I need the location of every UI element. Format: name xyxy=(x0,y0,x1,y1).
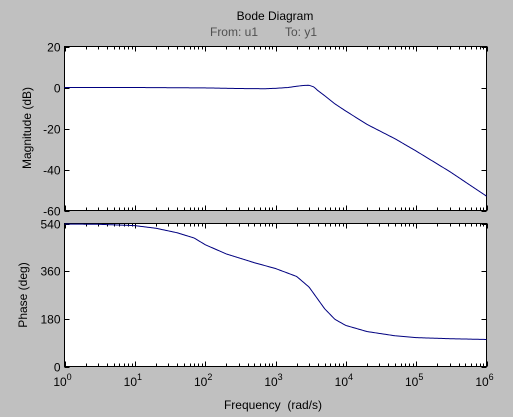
y-tick-label: 360 xyxy=(40,265,60,279)
x-tick-label: 105 xyxy=(405,372,423,389)
magnitude-y-ticks: 20 0 -20 -40 -60 xyxy=(43,41,487,219)
magnitude-series xyxy=(64,84,487,197)
phase-trace xyxy=(64,223,487,340)
phase-y-ticks: 540 360 180 0 xyxy=(40,218,487,375)
y-tick-label: -20 xyxy=(43,123,61,137)
magnitude-axis-label: Magnitude (dB) xyxy=(20,87,34,169)
y-tick-label: 540 xyxy=(40,218,60,232)
y-tick-label: -40 xyxy=(43,164,61,178)
y-tick-label: 180 xyxy=(40,313,60,327)
x-tick-label: 101 xyxy=(124,372,142,389)
magnitude-plot-area xyxy=(64,46,487,211)
x-tick-label: 104 xyxy=(335,372,353,389)
frequency-axis-label: Frequency (rad/s) xyxy=(224,398,322,412)
x-tick-label: 106 xyxy=(475,372,493,389)
magnitude-x-ticks xyxy=(65,46,488,211)
chart-subtitle-from: From: u1 xyxy=(210,25,258,39)
x-tick-label: 103 xyxy=(264,372,282,389)
y-tick-label: 0 xyxy=(54,361,61,375)
x-tick-label: 100 xyxy=(53,372,71,389)
phase-series xyxy=(64,223,487,340)
y-tick-label: 20 xyxy=(47,41,61,55)
y-tick-label: -60 xyxy=(43,205,61,219)
x-tick-label: 102 xyxy=(194,372,212,389)
magnitude-trace xyxy=(64,84,487,197)
phase-x-ticks xyxy=(65,223,488,367)
y-tick-label: 0 xyxy=(54,82,61,96)
phase-plot-area xyxy=(64,223,487,367)
phase-axis-label: Phase (deg) xyxy=(16,262,30,327)
chart-title: Bode Diagram xyxy=(237,9,314,23)
frequency-tick-labels: 100 101 102 103 104 105 106 xyxy=(53,372,493,389)
chart-subtitle-to: To: y1 xyxy=(285,25,317,39)
